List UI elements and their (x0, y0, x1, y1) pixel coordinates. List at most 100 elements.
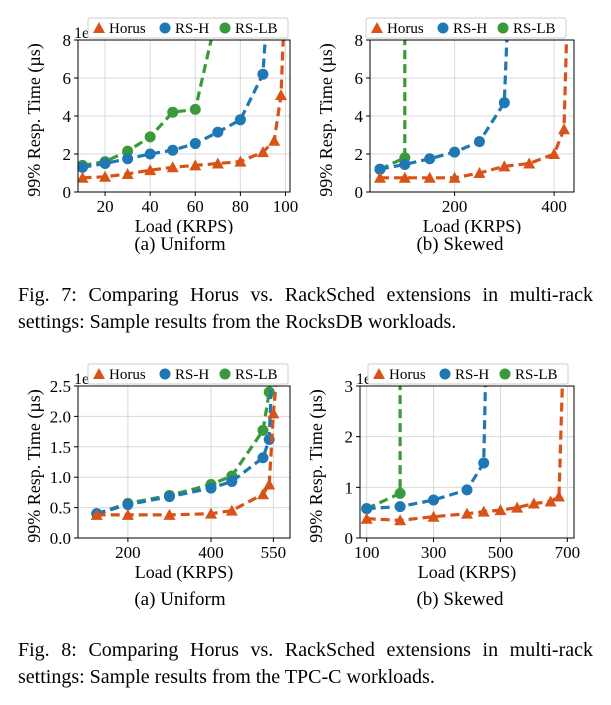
x-tick-label: 200 (115, 543, 141, 562)
data-point (398, 171, 411, 183)
x-tick-label: 100 (273, 197, 299, 216)
y-tick-label: 8 (355, 31, 364, 50)
data-point (189, 103, 201, 115)
legend: Horus RS-H RS-LB (367, 363, 569, 385)
y-axis-label: 99% Resp. Time (µs) (306, 389, 327, 542)
series-line (366, 385, 487, 511)
legend-label: Horus (387, 21, 424, 37)
series-line (366, 386, 402, 511)
series-line (380, 39, 569, 180)
series-rs-lb (78, 39, 213, 171)
y-tick-label: 4 (355, 107, 364, 126)
data-point (394, 501, 406, 513)
fig8-caption: Fig. 8: Comparing Horus vs. RackSched ex… (18, 639, 593, 688)
data-point (122, 153, 134, 165)
y-axis-label: 99% Resp. Time (µs) (24, 43, 45, 196)
legend: Horus RS-H RS-LB (87, 17, 289, 39)
data-point (121, 508, 134, 520)
data-point (144, 148, 156, 160)
data-point (256, 146, 269, 158)
y-tick-label: 1 (345, 478, 354, 497)
y-tick-label: 0.5 (50, 499, 71, 518)
legend-marker (159, 368, 171, 380)
legend-marker (371, 22, 383, 33)
series-rs-lb (91, 385, 275, 520)
y-tick-label: 1.5 (50, 438, 71, 457)
fig7-caption: Fig. 7: Comparing Horus vs. RackSched ex… (18, 284, 593, 333)
data-point (424, 153, 436, 165)
x-tick-label: 700 (555, 543, 581, 562)
y-tick-label: 0.0 (50, 529, 71, 548)
plot-frame (77, 385, 291, 539)
data-point (121, 167, 134, 179)
data-point (374, 163, 386, 175)
series-horus (360, 385, 565, 526)
y-tick-label: 2.5 (50, 377, 71, 396)
legend-label: RS-H (453, 21, 487, 37)
legend-marker (93, 368, 105, 379)
x-tick-label: 550 (261, 543, 287, 562)
data-point (498, 97, 510, 109)
data-point (163, 491, 175, 503)
legend-label: Horus (389, 367, 426, 383)
data-point (189, 159, 202, 171)
data-point (78, 171, 89, 183)
legend-label: RS-H (175, 21, 209, 37)
y-tick-label: 2 (355, 145, 364, 164)
legend-marker (437, 22, 449, 34)
data-point (163, 508, 176, 520)
series-line (82, 39, 267, 169)
data-point (205, 482, 217, 494)
y-tick-label: 6 (63, 69, 72, 88)
y-tick-label: 1.0 (50, 468, 71, 487)
data-point (225, 504, 238, 516)
data-point (226, 475, 238, 487)
legend-label: Horus (109, 21, 146, 37)
y-tick-label: 8 (63, 31, 72, 50)
series-rs-h (361, 385, 490, 515)
y-axis-label: 99% Resp. Time (µs) (316, 43, 337, 196)
x-tick-label: 400 (541, 197, 567, 216)
data-point (167, 144, 179, 156)
legend-box (87, 17, 289, 39)
legend-box (365, 17, 567, 39)
data-point (99, 158, 111, 169)
x-tick-label: 400 (198, 543, 224, 562)
data-point (256, 488, 269, 500)
data-point (361, 503, 373, 515)
legend-box (87, 363, 289, 385)
data-point (263, 478, 276, 490)
legend-marker (439, 368, 451, 380)
fig7-subcaption-b: (b) Skewed (416, 234, 504, 255)
x-tick-label: 100 (354, 543, 380, 562)
series-rs-lb (361, 386, 406, 515)
series-line (96, 385, 278, 517)
data-point (360, 512, 373, 524)
data-point (267, 407, 280, 419)
y-tick-label: 2 (63, 145, 72, 164)
data-point (234, 155, 247, 167)
data-point (257, 424, 269, 436)
data-point (205, 507, 218, 519)
data-point (428, 494, 440, 506)
chart-fig8-skewed: 10030050070001231e3Load (KRPS)99% Resp. … (306, 363, 581, 582)
data-point (511, 501, 524, 513)
y-tick-label: 4 (63, 107, 72, 126)
x-tick-label: 20 (97, 197, 114, 216)
y-axis-label: 99% Resp. Time (µs) (24, 389, 45, 542)
legend-marker (159, 22, 171, 34)
legend-marker (93, 22, 105, 33)
chart-fig7-skewed: 200400024681e3Load (KRPS)99% Resp. Time … (316, 17, 575, 234)
legend-marker (497, 22, 509, 34)
data-point (477, 505, 490, 517)
data-point (263, 386, 275, 398)
series-rs-h (374, 39, 510, 175)
fig7-subcaption-a: (a) Uniform (134, 234, 226, 255)
y-tick-label: 2 (345, 428, 354, 447)
data-point (527, 497, 540, 509)
fig8-subcaption-b: (b) Skewed (416, 589, 504, 610)
data-point (167, 106, 179, 118)
data-point (268, 134, 281, 146)
x-tick-label: 40 (142, 197, 159, 216)
